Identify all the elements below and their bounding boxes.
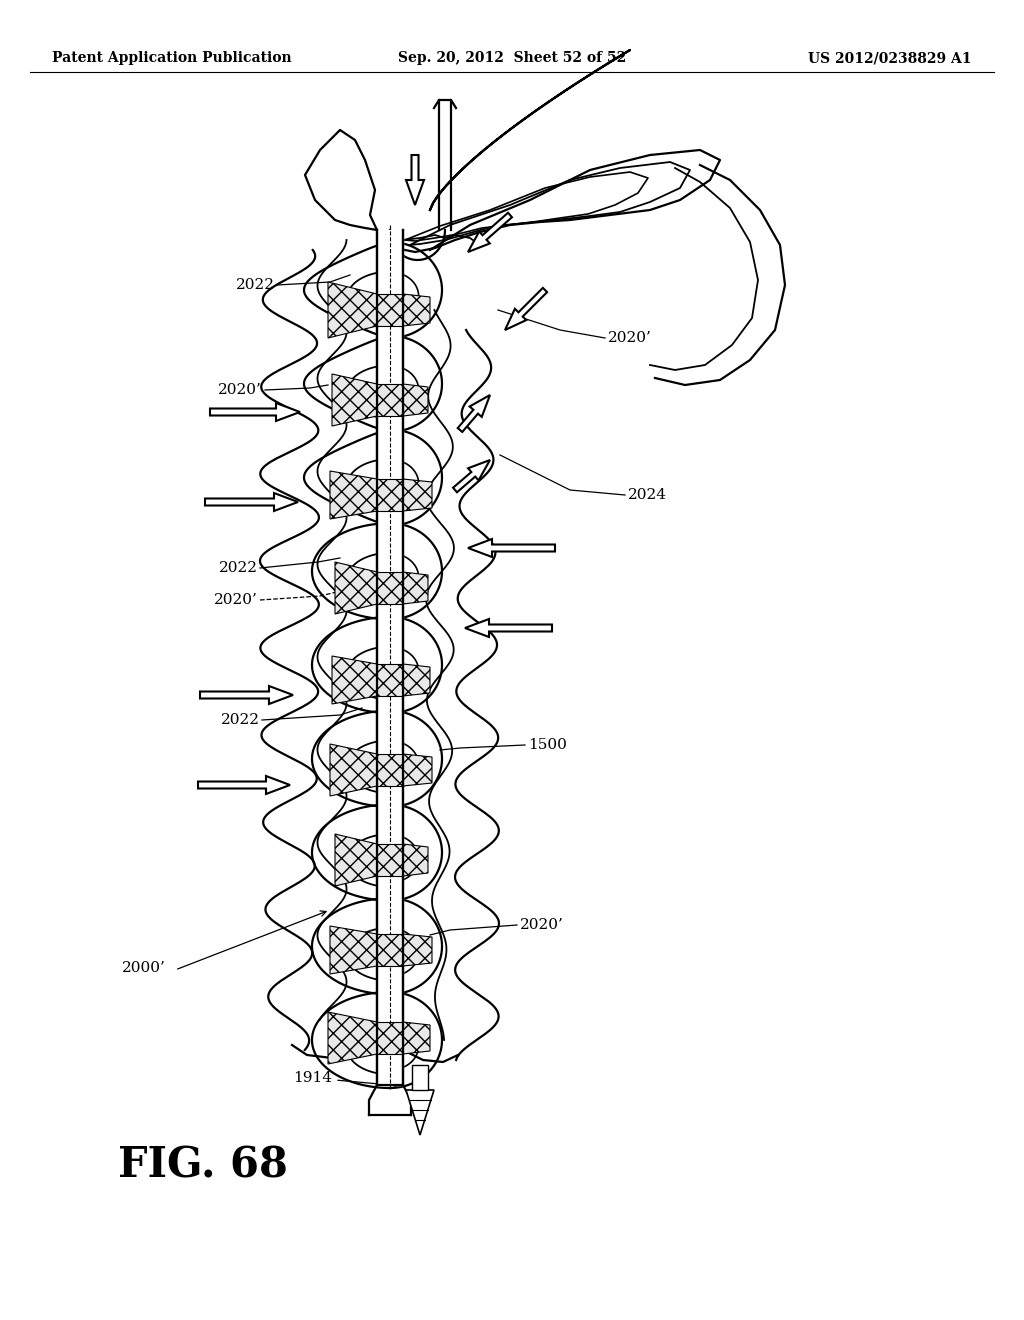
Polygon shape bbox=[458, 395, 490, 432]
Polygon shape bbox=[403, 572, 428, 605]
Polygon shape bbox=[332, 374, 377, 426]
Polygon shape bbox=[200, 686, 293, 704]
Text: 2022: 2022 bbox=[236, 279, 275, 292]
Polygon shape bbox=[468, 539, 555, 557]
Text: 2000’: 2000’ bbox=[122, 961, 166, 975]
Polygon shape bbox=[330, 744, 377, 796]
Polygon shape bbox=[377, 664, 403, 696]
Text: 1500: 1500 bbox=[528, 738, 567, 752]
Polygon shape bbox=[205, 492, 298, 511]
Polygon shape bbox=[332, 656, 377, 704]
Text: 2020’: 2020’ bbox=[520, 917, 564, 932]
Polygon shape bbox=[403, 384, 428, 416]
Polygon shape bbox=[198, 776, 290, 795]
Polygon shape bbox=[377, 294, 403, 326]
Text: 2020’: 2020’ bbox=[214, 593, 258, 607]
Text: 2020’: 2020’ bbox=[608, 331, 652, 345]
Polygon shape bbox=[330, 927, 377, 974]
Polygon shape bbox=[505, 288, 547, 330]
Polygon shape bbox=[465, 619, 552, 638]
Text: 2022: 2022 bbox=[219, 561, 258, 576]
Polygon shape bbox=[406, 154, 424, 205]
Polygon shape bbox=[377, 572, 403, 605]
Bar bbox=[412, 1065, 428, 1090]
Text: 2024: 2024 bbox=[628, 488, 667, 502]
Text: Patent Application Publication: Patent Application Publication bbox=[52, 51, 292, 65]
Polygon shape bbox=[403, 843, 428, 876]
Text: 2022: 2022 bbox=[221, 713, 260, 727]
Text: 1914: 1914 bbox=[293, 1071, 332, 1085]
Text: US 2012/0238829 A1: US 2012/0238829 A1 bbox=[809, 51, 972, 65]
Text: FIG. 68: FIG. 68 bbox=[118, 1144, 288, 1185]
Polygon shape bbox=[335, 834, 377, 886]
Polygon shape bbox=[403, 935, 432, 966]
Polygon shape bbox=[468, 213, 512, 252]
Polygon shape bbox=[377, 384, 403, 416]
Polygon shape bbox=[328, 1012, 377, 1064]
Polygon shape bbox=[377, 754, 403, 785]
Polygon shape bbox=[403, 664, 430, 696]
Polygon shape bbox=[335, 562, 377, 614]
Polygon shape bbox=[377, 479, 403, 511]
Polygon shape bbox=[330, 471, 377, 519]
Polygon shape bbox=[403, 1022, 430, 1053]
Polygon shape bbox=[453, 459, 490, 492]
Text: Sep. 20, 2012  Sheet 52 of 52: Sep. 20, 2012 Sheet 52 of 52 bbox=[398, 51, 626, 65]
Polygon shape bbox=[328, 282, 377, 338]
Polygon shape bbox=[377, 843, 403, 876]
Polygon shape bbox=[403, 479, 432, 511]
Polygon shape bbox=[210, 403, 300, 421]
Polygon shape bbox=[377, 935, 403, 966]
Polygon shape bbox=[377, 1022, 403, 1053]
Polygon shape bbox=[403, 754, 432, 785]
Polygon shape bbox=[406, 1090, 434, 1135]
Polygon shape bbox=[403, 294, 430, 326]
Text: 2020’: 2020’ bbox=[218, 383, 262, 397]
